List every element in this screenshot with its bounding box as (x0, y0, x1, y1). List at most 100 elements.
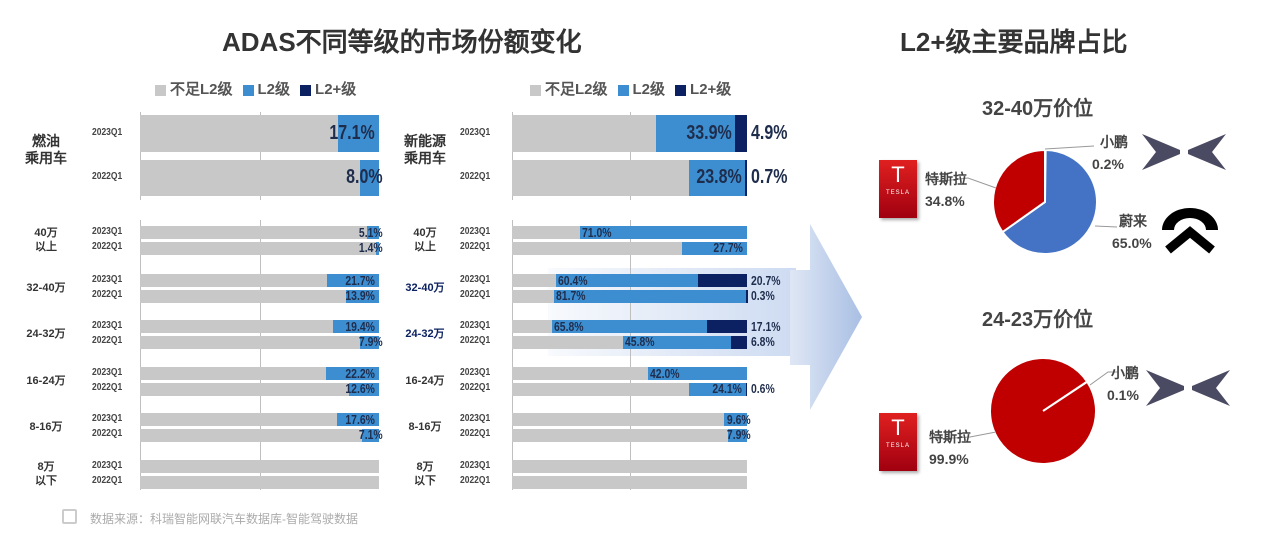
bar-below-l2 (140, 367, 379, 380)
gridline (259, 112, 261, 200)
period-label: 2023Q1 (460, 319, 491, 331)
bar-l2 (336, 413, 379, 426)
legend-item: L2+级 (675, 78, 731, 99)
value-label-l2: 1.4% (359, 240, 383, 256)
bar-l2 (332, 320, 379, 333)
value-label-l2: 8.0% (346, 166, 383, 188)
bar-below-l2 (140, 413, 379, 426)
bar-l2 (359, 160, 379, 196)
period-label: 2023Q1 (460, 459, 491, 471)
bar-l2 (556, 274, 699, 287)
bar-l2 (338, 115, 379, 152)
bar-below-l2 (140, 274, 379, 287)
nio-logo (1162, 208, 1218, 254)
legend-item: 不足L2级 (155, 78, 233, 99)
value-label-l2: 60.4% (558, 272, 588, 288)
value-label-l2: 13.9% (345, 288, 376, 304)
bar-l2plus (706, 320, 747, 333)
bar-l2 (325, 367, 379, 380)
leader-line (1089, 371, 1118, 386)
period-label: 2022Q1 (92, 171, 123, 182)
value-label-l2: 22.2% (345, 365, 376, 381)
group-label: 16-24万 (405, 375, 445, 387)
value-label-l2: 17.1% (329, 121, 375, 144)
value-label-l2plus: 6.8% (751, 334, 775, 350)
leader-line (1094, 225, 1118, 228)
pie-slice (1001, 148, 1098, 255)
value-label-l2: 5.1% (359, 224, 383, 240)
value-label-l2: 17.6% (345, 411, 376, 427)
bar-l2plus (731, 335, 747, 349)
period-label: 2023Q1 (460, 126, 491, 138)
pie2-label-tesla: 特斯拉 99.9% (929, 429, 971, 467)
group-label: 32-40万 (405, 282, 445, 294)
pie1-label-nio: 蔚来 65.0% (1112, 213, 1152, 251)
leader-line (1044, 145, 1095, 150)
period-label: 2022Q1 (460, 289, 491, 300)
group-label: 24-32万 (405, 328, 445, 340)
period-label: 2023Q1 (460, 225, 491, 237)
gridline (140, 220, 141, 490)
pie1-label-tesla: 特斯拉 34.8% (925, 171, 967, 209)
value-label-l2: 33.9% (686, 121, 732, 144)
period-label: 2022Q1 (92, 335, 123, 346)
bar-l2 (362, 428, 379, 442)
bar-l2 (327, 274, 379, 287)
period-label: 2022Q1 (460, 171, 491, 182)
bar-l2 (724, 413, 747, 426)
legend-item: L2级 (242, 78, 290, 99)
bar-l2plus (745, 382, 748, 396)
bar-l2 (554, 289, 747, 303)
bar-l2plus (746, 289, 748, 303)
value-label-l2: 23.8% (695, 166, 742, 188)
group-label: 8-16万 (29, 421, 63, 433)
period-label: 2022Q1 (460, 241, 491, 252)
bar-below-l2 (512, 475, 747, 489)
xpeng-logo (1146, 370, 1230, 406)
bar-l2 (375, 241, 379, 255)
pie2-label-xpeng: 小鹏 0.1% (1107, 365, 1139, 403)
value-label-l2: 24.1% (712, 381, 742, 397)
tesla-logo: T TESLA (879, 413, 917, 471)
bar-below-l2 (140, 320, 379, 333)
value-label-l2: 7.9% (727, 427, 751, 443)
bar-l2plus (735, 115, 747, 152)
period-label: 2022Q1 (460, 428, 491, 439)
value-label-l2plus: 0.6% (751, 381, 775, 397)
bar-l2 (552, 320, 707, 333)
gridline (512, 112, 513, 200)
bar-below-l2 (512, 413, 747, 426)
bar-l2 (689, 160, 746, 196)
group-label: 8-16万 (408, 421, 442, 433)
value-label-l2: 9.6% (727, 411, 751, 427)
legend-middle: 不足L2级 L2级 L2+级 (530, 78, 731, 99)
value-label-l2plus: 0.7% (751, 166, 788, 188)
gridline (140, 112, 141, 200)
right-title: L2+级主要品牌占比 (900, 27, 1128, 57)
bar-l2 (345, 289, 379, 303)
bar-below-l2 (140, 382, 379, 396)
value-label-l2: 7.1% (359, 427, 383, 443)
group-label: 40万 以上 (34, 227, 58, 253)
pie2-title: 24-23万价位 (982, 309, 1094, 331)
pie-slice (989, 357, 1098, 466)
period-label: 2023Q1 (460, 366, 491, 378)
period-label: 2023Q1 (92, 273, 123, 285)
bar-l2 (360, 335, 379, 349)
period-label: 2022Q1 (92, 289, 123, 300)
value-label-l2: 7.9% (359, 334, 383, 350)
period-label: 2023Q1 (92, 319, 123, 331)
value-label-l2plus: 0.3% (751, 288, 775, 304)
group-label: 16-24万 (26, 375, 66, 387)
bar-l2 (366, 226, 379, 239)
leader-line (935, 431, 997, 440)
legend-item: 不足L2级 (530, 78, 608, 99)
group-label: 8万 以下 (35, 461, 57, 487)
bar-l2 (648, 367, 747, 380)
gridline (629, 112, 631, 200)
bar-l2plus (745, 160, 747, 196)
bar-l2 (688, 382, 746, 396)
gridline (512, 220, 513, 490)
gridline (629, 220, 631, 490)
tesla-logo: T TESLA (879, 160, 917, 218)
